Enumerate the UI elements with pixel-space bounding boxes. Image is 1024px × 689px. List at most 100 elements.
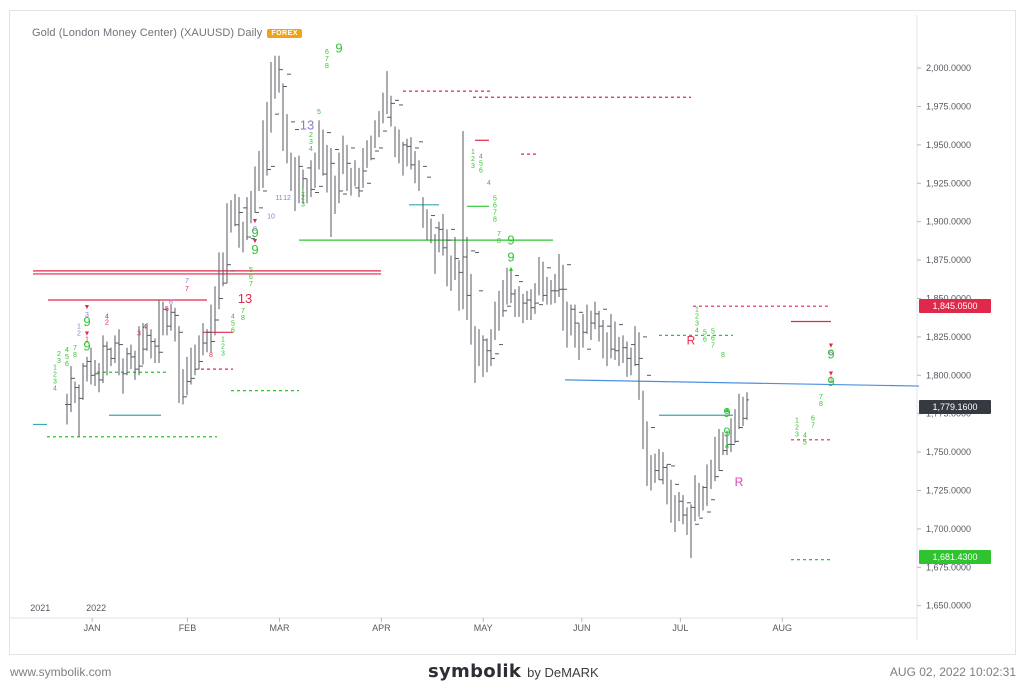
td-signal-label: 2: [105, 320, 109, 327]
td-count-label: 1: [695, 306, 699, 313]
td-count-label: 1: [77, 323, 81, 330]
price-bar: [681, 495, 685, 525]
price-bar: [217, 252, 221, 321]
price-bar: [97, 363, 101, 393]
price-bar: [317, 120, 321, 194]
chart-header: Gold (London Money Center) (XAUUSD) Dail…: [32, 27, 302, 39]
price-bar: [353, 147, 357, 189]
price-bar: [669, 463, 673, 523]
price-bar: [673, 465, 677, 532]
price-bar: [265, 101, 269, 192]
td-signal-label: 9: [507, 250, 514, 265]
td-signal-label: 1: [829, 376, 833, 383]
price-bar: [77, 384, 81, 437]
td-signal-label: ▼: [828, 370, 835, 377]
price-bar: [237, 197, 241, 248]
price-bar: [513, 274, 517, 317]
td-count-label: 3: [471, 163, 475, 170]
price-bar: [273, 55, 277, 167]
year-label: 2021: [30, 603, 50, 613]
chart-frame: [9, 10, 1016, 655]
td-count-label: 1: [471, 149, 475, 156]
price-bar: [369, 135, 373, 184]
price-bar: [625, 341, 629, 377]
td-count-label: 5: [479, 161, 483, 168]
price-bar: [741, 396, 745, 429]
td-signal-label: 3: [85, 312, 89, 319]
price-bar: [657, 449, 661, 481]
td-count-label: 7: [819, 394, 823, 401]
price-bar: [641, 336, 645, 450]
td-signal-label: 13: [300, 118, 314, 133]
td-signal-label: ▼: [84, 330, 91, 337]
price-bar: [161, 301, 165, 353]
price-bar: [509, 269, 513, 307]
price-bar: [501, 280, 505, 346]
price-bar: [137, 326, 141, 376]
price-bar: [417, 141, 421, 191]
price-bar: [461, 131, 465, 310]
brand-name: symbolik: [428, 661, 522, 682]
td-signal-label: 4: [143, 324, 147, 331]
td-signal-label: ▲: [724, 407, 731, 414]
price-bar: [449, 228, 453, 291]
price-bar: [101, 335, 105, 383]
td-signal-label: 9: [723, 425, 730, 440]
price-bar: [589, 310, 593, 350]
td-signal-label: 10: [267, 214, 275, 221]
td-count-label: 1: [53, 365, 57, 372]
td-count-label: 7: [493, 210, 497, 217]
td-count-label: 6: [493, 203, 497, 210]
price-bar: [489, 329, 493, 367]
price-bar: [337, 148, 341, 204]
price-bar: [473, 250, 477, 383]
price-bar: [745, 392, 749, 420]
price-bar: [377, 111, 381, 152]
price-bar: [465, 237, 469, 320]
price-bar: [453, 228, 457, 281]
price-bar: [233, 194, 237, 272]
y-tick-label: 1,975.0000: [926, 101, 971, 111]
price-bar: [141, 323, 145, 367]
price-bar: [289, 73, 293, 191]
td-count-label: 2: [695, 313, 699, 320]
price-bar: [257, 151, 261, 213]
price-bar: [69, 366, 73, 413]
price-bar: [545, 267, 549, 305]
price-bar: [537, 257, 541, 306]
price-bar: [585, 304, 589, 350]
td-count-label: 3: [53, 379, 57, 386]
price-bar: [705, 464, 709, 513]
price-bar: [305, 167, 309, 204]
td-signal-label: 1: [85, 337, 89, 344]
price-bar: [457, 258, 461, 311]
price-bar: [429, 176, 433, 244]
td-signal-label: 9: [827, 346, 834, 361]
price-bar: [505, 267, 509, 312]
td-signal-label: 9: [827, 374, 834, 389]
td-signal-label: ▲: [724, 442, 731, 449]
price-bar: [701, 485, 705, 519]
y-tick-label: 1,950.0000: [926, 140, 971, 150]
price-bar: [129, 344, 133, 370]
td-count-label: 5: [703, 330, 707, 337]
price-bar: [629, 344, 633, 376]
price-bar: [169, 304, 173, 331]
td-count-label: 2: [221, 343, 225, 350]
site-link[interactable]: www.symbolik.com: [10, 665, 112, 679]
price-bar: [401, 104, 405, 176]
x-tick-label: JUN: [573, 623, 591, 633]
td-count-label: 6: [811, 416, 815, 423]
price-bar: [541, 261, 545, 306]
price-bar: [281, 69, 285, 152]
price-bar: [697, 482, 701, 525]
price-bar: [413, 147, 417, 184]
price-bar: [89, 347, 93, 385]
price-bar: [349, 147, 353, 196]
td-signal-label: 12: [283, 195, 291, 202]
price-bar: [105, 341, 109, 376]
td-count-label: 8: [493, 217, 497, 224]
x-tick-label: MAR: [269, 623, 290, 633]
price-bar: [125, 347, 129, 376]
